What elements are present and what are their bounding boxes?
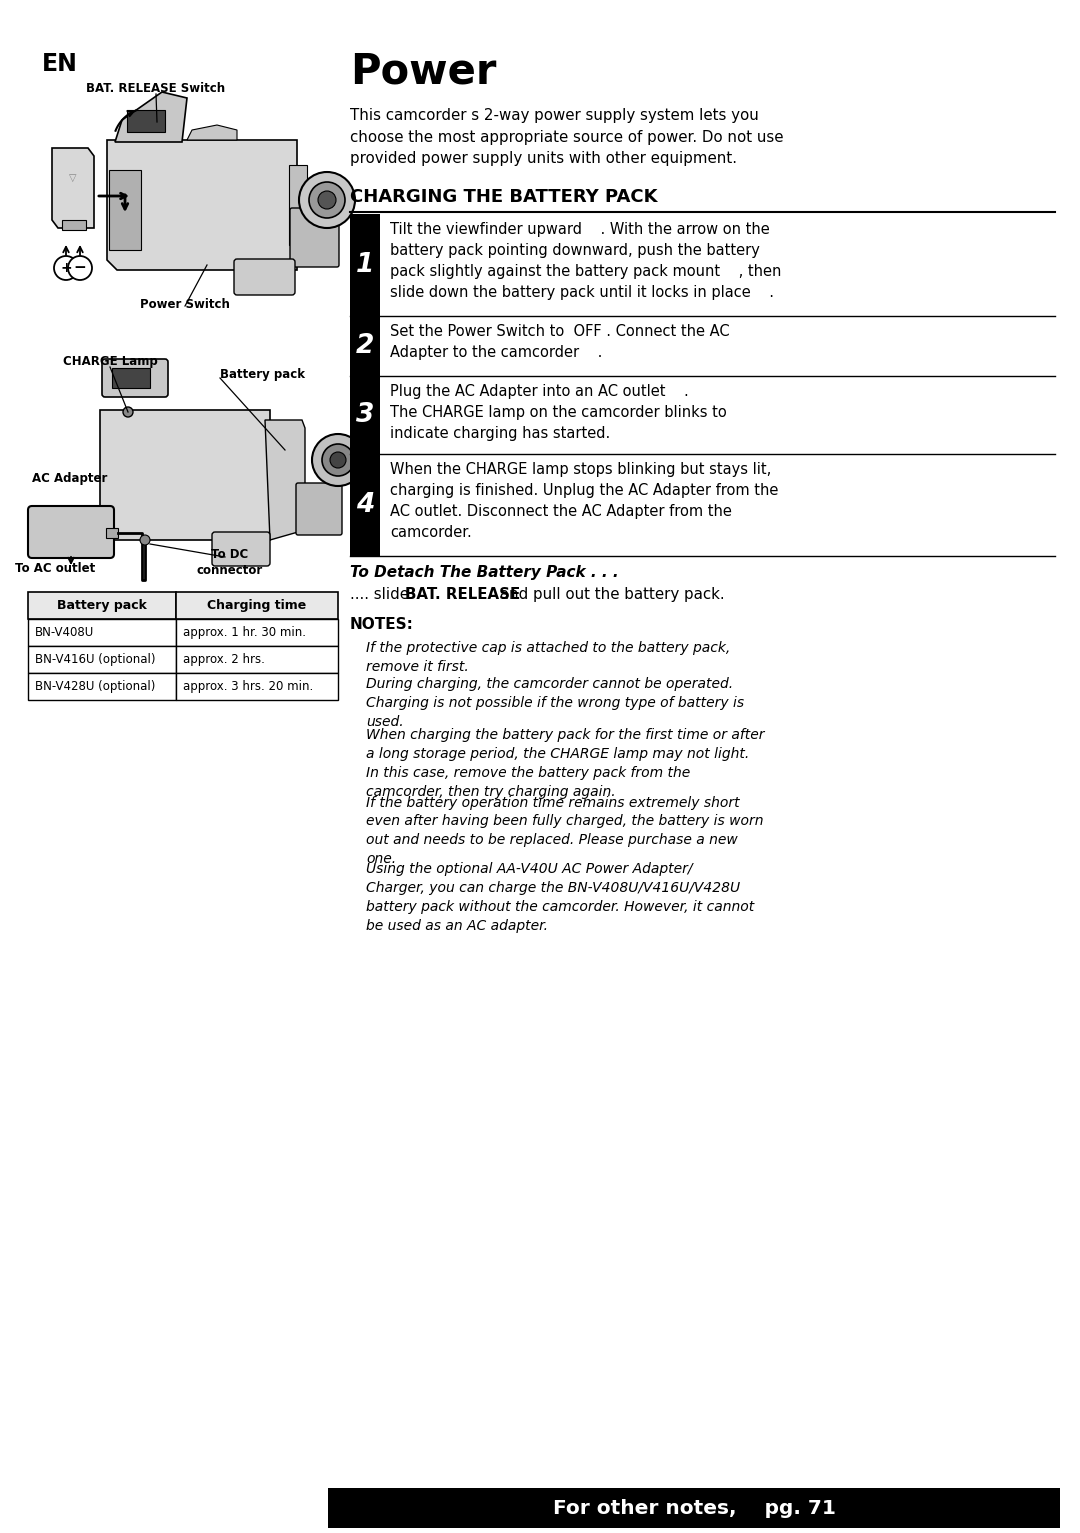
Text: When the CHARGE lamp stops blinking but stays lit,
charging is finished. Unplug : When the CHARGE lamp stops blinking but … (390, 461, 779, 540)
Text: approx. 3 hrs. 20 min.: approx. 3 hrs. 20 min. (183, 681, 313, 693)
FancyBboxPatch shape (28, 506, 114, 558)
Text: 4: 4 (355, 492, 374, 518)
Text: 2: 2 (355, 333, 374, 359)
Text: −: − (73, 261, 86, 276)
Bar (112, 368, 150, 388)
Text: If the protective cap is attached to the battery pack,
remove it first.: If the protective cap is attached to the… (366, 641, 730, 675)
Bar (28, 645, 176, 673)
Text: BAT. RELEASE Switch: BAT. RELEASE Switch (86, 81, 226, 95)
Bar (28, 592, 176, 619)
Text: and pull out the battery pack.: and pull out the battery pack. (495, 587, 725, 602)
Text: .... slide: .... slide (350, 587, 414, 602)
Bar (127, 110, 165, 132)
Circle shape (299, 172, 355, 228)
Polygon shape (114, 92, 187, 143)
FancyBboxPatch shape (234, 259, 295, 294)
Polygon shape (265, 420, 305, 540)
Circle shape (309, 182, 345, 218)
Circle shape (140, 535, 150, 546)
Text: Charging time: Charging time (207, 599, 307, 612)
Text: During charging, the camcorder cannot be operated.
Charging is not possible if t: During charging, the camcorder cannot be… (366, 678, 744, 728)
Text: Battery pack: Battery pack (220, 368, 305, 382)
Text: CHARGING THE BATTERY PACK: CHARGING THE BATTERY PACK (350, 189, 658, 205)
Text: +: + (60, 261, 71, 274)
Bar (28, 673, 176, 701)
Text: AC Adapter: AC Adapter (32, 472, 107, 484)
Polygon shape (100, 409, 270, 540)
Polygon shape (187, 126, 237, 140)
Text: Set the Power Switch to  OFF . Connect the AC
Adapter to the camcorder    .: Set the Power Switch to OFF . Connect th… (390, 323, 730, 360)
Polygon shape (52, 149, 94, 228)
Bar (109, 170, 141, 250)
Bar (350, 376, 380, 454)
Text: Plug the AC Adapter into an AC outlet    .
The CHARGE lamp on the camcorder blin: Plug the AC Adapter into an AC outlet . … (390, 383, 727, 442)
Bar (176, 619, 338, 645)
Text: CHARGE Lamp: CHARGE Lamp (63, 356, 158, 368)
Text: NOTES:: NOTES: (350, 616, 414, 632)
Bar (328, 1489, 1059, 1528)
FancyBboxPatch shape (212, 532, 270, 566)
Text: For other notes,    pg. 71: For other notes, pg. 71 (553, 1498, 836, 1518)
Bar (62, 221, 86, 230)
Text: If the battery operation time remains extremely short
even after having been ful: If the battery operation time remains ex… (366, 796, 764, 866)
Text: Power: Power (350, 51, 497, 92)
Text: approx. 2 hrs.: approx. 2 hrs. (183, 653, 265, 665)
Bar (176, 673, 338, 701)
Text: BN-V416U (optional): BN-V416U (optional) (35, 653, 156, 665)
FancyBboxPatch shape (296, 483, 342, 535)
Bar (28, 619, 176, 645)
Bar (350, 215, 380, 316)
Circle shape (330, 452, 346, 468)
Polygon shape (107, 140, 297, 270)
Bar (350, 316, 380, 376)
Text: approx. 1 hr. 30 min.: approx. 1 hr. 30 min. (183, 625, 306, 639)
Text: Battery pack: Battery pack (57, 599, 147, 612)
Bar (350, 454, 380, 556)
Circle shape (68, 256, 92, 281)
Text: When charging the battery pack for the first time or after
a long storage period: When charging the battery pack for the f… (366, 728, 765, 799)
Text: To AC outlet: To AC outlet (15, 563, 95, 575)
Text: 3: 3 (355, 402, 374, 428)
Text: ▽: ▽ (69, 173, 77, 182)
FancyBboxPatch shape (102, 359, 168, 397)
Text: EN: EN (42, 52, 78, 77)
Text: Power Switch: Power Switch (140, 297, 230, 311)
Circle shape (54, 256, 78, 281)
Text: To DC
connector: To DC connector (197, 547, 264, 576)
Bar (106, 527, 118, 538)
Bar (176, 592, 338, 619)
Text: To Detach The Battery Pack . . .: To Detach The Battery Pack . . . (350, 566, 619, 579)
Bar (176, 645, 338, 673)
FancyBboxPatch shape (291, 208, 339, 267)
Text: 1: 1 (355, 251, 374, 277)
Text: BN-V428U (optional): BN-V428U (optional) (35, 681, 156, 693)
Text: This camcorder s 2-way power supply system lets you
choose the most appropriate : This camcorder s 2-way power supply syst… (350, 107, 783, 166)
Circle shape (123, 406, 133, 417)
Text: Tilt the viewfinder upward    . With the arrow on the
battery pack pointing down: Tilt the viewfinder upward . With the ar… (390, 222, 781, 300)
Text: BAT. RELEASE: BAT. RELEASE (405, 587, 521, 602)
Text: Using the optional AA-V40U AC Power Adapter/
Charger, you can charge the BN-V408: Using the optional AA-V40U AC Power Adap… (366, 863, 754, 934)
Bar (289, 166, 307, 245)
Text: BN-V408U: BN-V408U (35, 625, 94, 639)
Circle shape (322, 445, 354, 477)
Circle shape (318, 192, 336, 208)
Circle shape (312, 434, 364, 486)
